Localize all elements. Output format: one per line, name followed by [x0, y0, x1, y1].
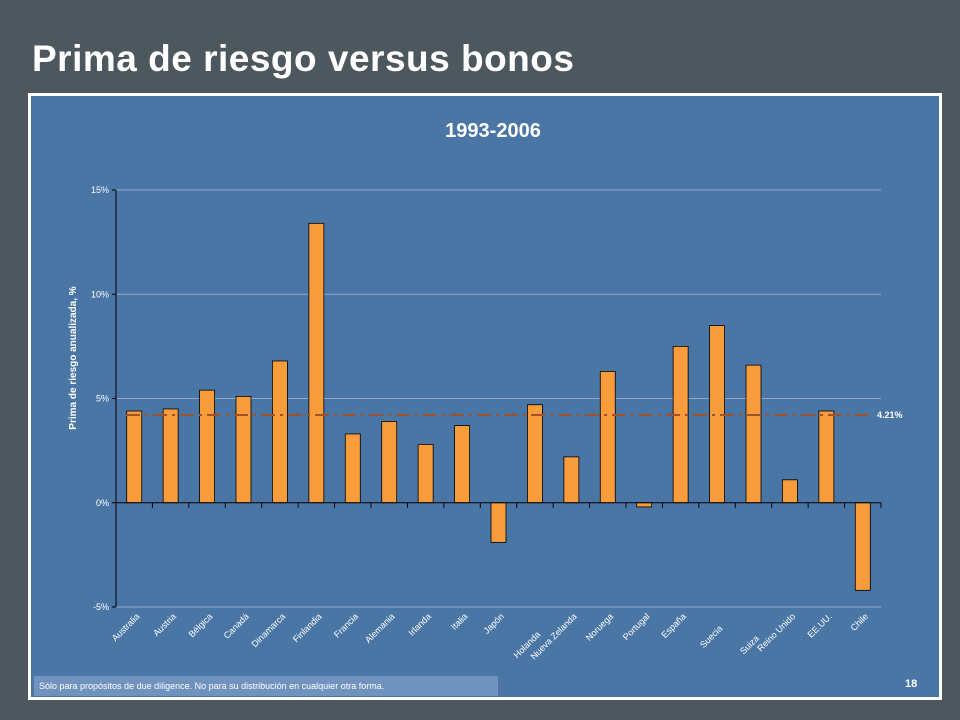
slide-title: Prima de riesgo versus bonos [32, 38, 575, 79]
bar-japón [490, 502, 507, 543]
y-tick-label: 10% [91, 289, 109, 299]
bar-holanda [527, 404, 543, 504]
bar-noruega [599, 370, 616, 504]
x-tick-label: Austria [151, 611, 178, 638]
x-tick-label: Irlanda [407, 611, 434, 638]
x-tick-label: España [659, 611, 688, 640]
y-axis-label: Prima de riesgo anualizada, % [68, 286, 79, 429]
bar-españa [672, 345, 689, 504]
bar-canadá [235, 396, 252, 504]
bar-dinamarca [272, 360, 288, 504]
chart-title: 1993-2006 [445, 120, 541, 142]
bar-finlandia [308, 222, 325, 504]
bar-francia [344, 433, 361, 504]
x-tick-label: Reino Unido [755, 611, 797, 653]
chart-frame: 1993-2006 4.21% -5% 0% 5% 10% 15% Australia Au… [28, 93, 942, 700]
x-tick-label: Suecia [698, 623, 725, 650]
y-tick-label: 5% [96, 394, 109, 404]
bar-australia [126, 410, 143, 504]
bar-reino-unido [782, 479, 798, 504]
bar-portugal [636, 502, 653, 508]
bar-nueva-zelanda [563, 456, 580, 504]
x-tick-label: Portugal [621, 611, 652, 642]
bar-irlanda [417, 443, 434, 504]
x-tick-label: Chile [849, 611, 871, 633]
x-tick-label: Australia [110, 611, 142, 643]
x-tick-label: Japón [481, 611, 505, 635]
x-tick-label: Canadá [222, 611, 251, 640]
x-tick-label: Noruega [584, 611, 615, 642]
x-tick-label: Finlandia [291, 611, 324, 644]
reference-line-label: 4.21% [877, 410, 903, 420]
disclaimer-note: Sólo para propósitos de due diligence. N… [34, 676, 498, 696]
bar-alemania [381, 421, 398, 504]
bar-ee-uu- [818, 410, 835, 504]
x-tick-label: Dinamarca [250, 611, 288, 649]
bar-bélgica [199, 389, 215, 504]
bar-italia [454, 425, 470, 504]
y-tick-label: 15% [91, 185, 109, 195]
page-number: 18 [905, 678, 918, 690]
bars [126, 222, 871, 591]
bar-suiza [745, 364, 762, 504]
reference-line-group: 4.21% [126, 410, 903, 420]
x-tick-label: Bélgica [187, 611, 215, 639]
x-tick-label: Italia [449, 611, 470, 632]
axes [112, 189, 882, 608]
bar-chart: 1993-2006 4.21% -5% 0% 5% 10% 15% Australia Au… [68, 120, 903, 662]
grid-lines [116, 189, 881, 608]
bar-chile [854, 502, 871, 591]
y-tick-label: 0% [96, 498, 109, 508]
y-tick-label: -5% [93, 602, 109, 612]
x-tick-label: Francia [332, 611, 360, 639]
x-tick-label: Alemania [363, 611, 397, 645]
bar-austria [162, 408, 179, 504]
x-tick-label: EE.UU. [805, 611, 833, 639]
